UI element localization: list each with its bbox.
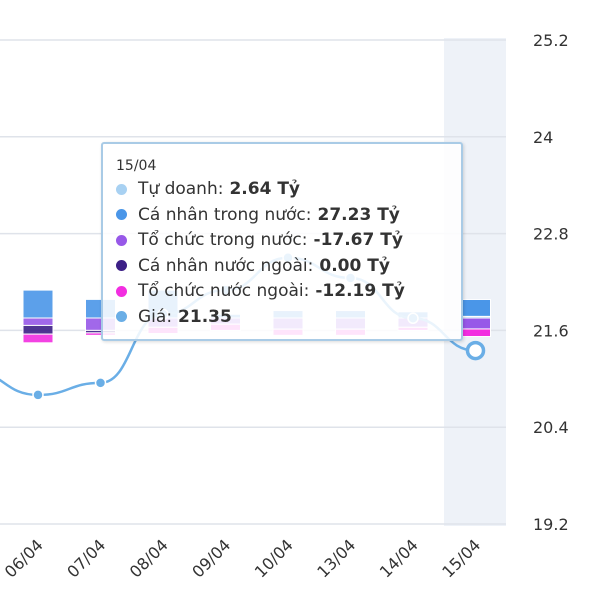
bar-segment[interactable]	[22, 324, 54, 335]
tooltip-row-label: Tổ chức trong nước:	[138, 230, 308, 250]
legend-dot-icon	[116, 311, 127, 322]
tooltip-row-label: Tổ chức nước ngoài:	[138, 281, 310, 301]
tooltip-row-value: 21.35	[178, 306, 232, 327]
y-tick-label: 25.2	[533, 31, 569, 50]
bar-segment[interactable]	[22, 289, 54, 319]
tooltip-row: Cá nhân trong nước: 27.23 Tỷ	[116, 202, 400, 228]
bar-segment[interactable]	[22, 317, 54, 326]
x-tick-label: 15/04	[438, 535, 484, 581]
bar-segment[interactable]	[460, 298, 491, 317]
bar-segment[interactable]	[22, 333, 54, 344]
legend-dot-icon	[116, 285, 127, 297]
legend-dot-icon	[116, 183, 127, 195]
tooltip-row-label: Giá:	[138, 306, 173, 327]
legend-dot-icon	[116, 209, 127, 220]
tooltip-date: 15/04	[116, 158, 157, 174]
y-axis-labels: 19.2 20.4 21.6 22.8 24 25.2	[533, 31, 569, 534]
y-tick-label: 24	[533, 128, 553, 147]
y-tick-label: 21.6	[533, 321, 569, 340]
y-tick-label: 19.2	[533, 515, 569, 534]
bar-segment[interactable]	[460, 328, 491, 338]
x-tick-label: 07/04	[63, 535, 109, 581]
x-tick-label: 13/04	[313, 535, 359, 581]
y-tick-label: 20.4	[533, 418, 569, 437]
tooltip-row-label: Cá nhân nước ngoài:	[138, 255, 314, 276]
tooltip-row-value: -17.67 Tỷ	[313, 230, 403, 250]
tooltip-row-value: 2.64 Tỷ	[229, 179, 300, 199]
legend-dot-icon	[116, 260, 127, 271]
x-tick-label: 08/04	[126, 535, 172, 581]
tooltip-row-label: Cá nhân trong nước:	[138, 204, 312, 225]
x-tick-label: 10/04	[251, 535, 297, 581]
tooltip-row: Tổ chức nước ngoài: -12.19 Tỷ	[116, 278, 405, 304]
tooltip-row-label: Tự doanh:	[138, 179, 224, 199]
tooltip-row: Cá nhân nước ngoài: 0.00 Tỷ	[116, 253, 390, 279]
x-axis-labels: 06/04 07/04 08/04 09/04 10/04 13/04 14/04 15/04	[1, 535, 485, 581]
bar-segment[interactable]	[460, 317, 491, 330]
y-tick-label: 22.8	[533, 225, 569, 244]
x-tick-label: 06/04	[1, 535, 47, 581]
price-point[interactable]	[32, 389, 44, 401]
tooltip-row-value: -12.19 Tỷ	[315, 281, 405, 301]
legend-dot-icon	[116, 234, 127, 246]
x-tick-label: 09/04	[188, 535, 234, 581]
tooltip-row: Giá: 21.35	[116, 304, 232, 330]
x-tick-label: 14/04	[376, 535, 422, 581]
chart-tooltip: 15/04 Tự doanh: 2.64 Tỷ Cá nhân trong nước…	[101, 142, 463, 341]
tooltip-row: Tự doanh: 2.64 Tỷ	[116, 176, 300, 202]
tooltip-row: Tổ chức trong nước: -17.67 Tỷ	[116, 227, 403, 253]
tooltip-row-value: 27.23 Tỷ	[317, 204, 400, 225]
tooltip-row-value: 0.00 Tỷ	[319, 255, 390, 276]
price-point[interactable]	[94, 377, 107, 389]
price-point[interactable]	[465, 340, 486, 361]
